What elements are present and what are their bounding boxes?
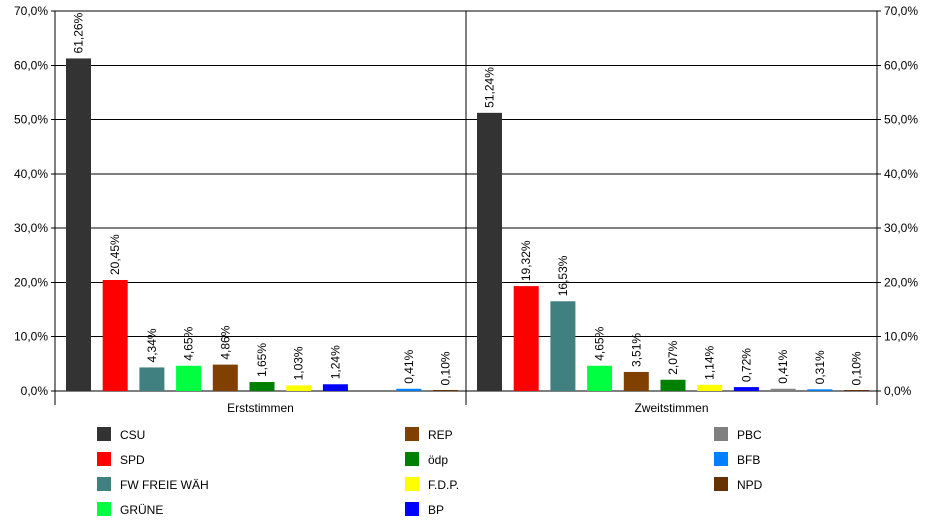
y-tick-label-right: 70,0% [884, 4, 918, 18]
legend-label: FW FREIE WÄH [120, 478, 209, 492]
data-label: 1,03% [292, 346, 306, 380]
legend-label: F.D.P. [428, 478, 459, 492]
y-tick-label-left: 60,0% [14, 58, 48, 72]
bar-ödp [660, 379, 686, 391]
legend-label: BP [428, 503, 444, 517]
bar-pbc [770, 388, 796, 391]
data-label: 4,86% [218, 325, 232, 359]
y-tick-label-right: 40,0% [884, 167, 918, 181]
legend-label: SPD [120, 453, 145, 467]
y-tick-label-right: 10,0% [884, 330, 918, 344]
data-label: 20,45% [108, 234, 122, 275]
legend-label: GRÜNE [120, 503, 163, 517]
bar-csu [477, 112, 502, 391]
data-label: 0,31% [813, 350, 827, 384]
legend-swatch [714, 427, 728, 441]
y-tick-label-left: 10,0% [14, 330, 48, 344]
data-label: 2,07% [666, 340, 680, 374]
data-label: 4,65% [593, 326, 607, 360]
data-label: 61,26% [72, 12, 86, 53]
data-label: 51,24% [483, 67, 497, 108]
bar-f-d-p- [286, 385, 312, 391]
legend-swatch [405, 427, 419, 441]
legend-label: REP [428, 428, 453, 442]
legend-swatch [405, 452, 419, 466]
legend-swatch [97, 427, 111, 441]
bar-bfb [396, 388, 422, 391]
bar-bp [322, 384, 348, 391]
legend-swatch [97, 452, 111, 466]
y-tick-label-left: 20,0% [14, 275, 48, 289]
legend-label: PBC [737, 428, 762, 442]
y-tick-label-left: 70,0% [14, 4, 48, 18]
data-label: 0,10% [439, 351, 453, 385]
legend-swatch [405, 477, 419, 491]
data-label: 4,65% [182, 326, 196, 360]
bar-fw-freie-wäh [139, 367, 165, 391]
bar-bp [733, 387, 759, 391]
legend-swatch [714, 452, 728, 466]
y-tick-label-right: 0,0% [884, 384, 912, 398]
bar-bfb [807, 389, 833, 391]
y-tick-label-right: 20,0% [884, 275, 918, 289]
bar-fw-freie-wäh [550, 301, 576, 391]
bar-f-d-p- [697, 384, 723, 391]
bar-spd [513, 286, 539, 391]
data-label: 0,72% [739, 348, 753, 382]
data-label: 1,65% [255, 343, 269, 377]
y-tick-label-right: 50,0% [884, 113, 918, 127]
y-tick-label-right: 60,0% [884, 58, 918, 72]
data-label: 0,41% [402, 349, 416, 383]
bar-ödp [249, 382, 275, 391]
bar-rep [623, 371, 649, 391]
y-tick-label-right: 30,0% [884, 221, 918, 235]
bar-npd [844, 390, 869, 391]
data-label: 1,14% [703, 345, 717, 379]
bar-grüne [176, 365, 202, 391]
bar-npd [433, 390, 458, 391]
data-label: 19,32% [519, 240, 533, 281]
bar-csu [66, 58, 91, 392]
y-tick-label-left: 40,0% [14, 167, 48, 181]
data-label: 1,24% [328, 345, 342, 379]
category-label: Erststimmen [227, 401, 294, 415]
data-label: 0,10% [850, 351, 864, 385]
legend-swatch [97, 502, 111, 516]
legend-label: BFB [737, 453, 760, 467]
legend-label: CSU [120, 428, 145, 442]
data-label: 0,41% [776, 349, 790, 383]
legend-label: ödp [428, 453, 448, 467]
bar-spd [102, 279, 128, 391]
legend-swatch [714, 477, 728, 491]
y-tick-label-left: 50,0% [14, 113, 48, 127]
category-label: Zweitstimmen [634, 401, 708, 415]
legend-swatch [405, 502, 419, 516]
y-tick-label-left: 0,0% [21, 384, 49, 398]
data-label: 4,34% [145, 328, 159, 362]
bar-grüne [587, 365, 613, 391]
data-label: 16,53% [556, 255, 570, 296]
legend-swatch [97, 477, 111, 491]
data-label: 3,51% [629, 333, 643, 367]
legend-label: NPD [737, 478, 763, 492]
bar-rep [212, 364, 238, 391]
y-tick-label-left: 30,0% [14, 221, 48, 235]
